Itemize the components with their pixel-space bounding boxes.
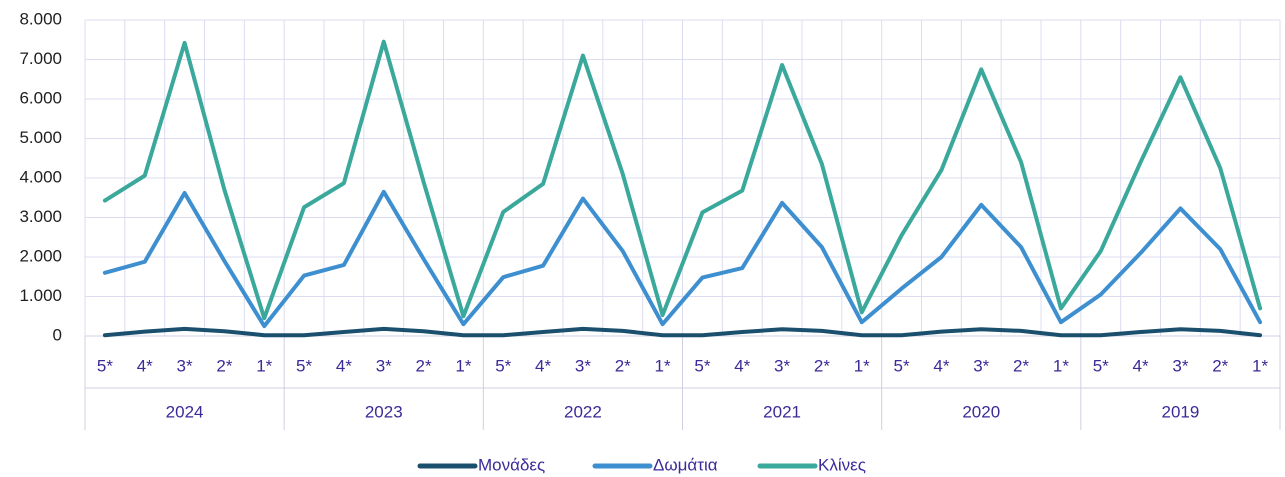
x-tick-label: 4*	[137, 356, 153, 375]
x-group-label: 2019	[1162, 402, 1200, 421]
x-tick-label: 5*	[495, 356, 511, 375]
x-group-label: 2021	[763, 402, 801, 421]
x-tick-label: 1*	[1053, 356, 1069, 375]
x-tick-label: 1*	[1252, 356, 1268, 375]
x-tick-label: 5*	[97, 356, 113, 375]
x-tick-label: 3*	[376, 356, 392, 375]
x-group-label: 2020	[962, 402, 1000, 421]
x-tick-label: 3*	[177, 356, 193, 375]
x-tick-label: 3*	[575, 356, 591, 375]
x-tick-label: 5*	[694, 356, 710, 375]
x-tick-label: 5*	[894, 356, 910, 375]
x-tick-label: 3*	[1172, 356, 1188, 375]
series-line	[102, 326, 1263, 338]
x-tick-label: 4*	[535, 356, 551, 375]
x-group-label: 2022	[564, 402, 602, 421]
legend-label: Μονάδες	[478, 455, 545, 474]
x-tick-label: 2*	[1013, 356, 1029, 375]
x-tick-label: 2*	[416, 356, 432, 375]
x-tick-label: 2*	[1212, 356, 1228, 375]
x-group-label: 2023	[365, 402, 403, 421]
x-tick-label: 1*	[455, 356, 471, 375]
x-tick-label: 2*	[814, 356, 830, 375]
x-tick-label: 1*	[655, 356, 671, 375]
y-tick-label: 3.000	[19, 207, 62, 226]
y-tick-label: 8.000	[19, 9, 62, 28]
legend-label: Δωμάτια	[653, 455, 718, 474]
x-tick-label: 4*	[1133, 356, 1149, 375]
x-tick-label: 5*	[1093, 356, 1109, 375]
x-group-label: 2024	[166, 402, 204, 421]
y-tick-label: 5.000	[19, 128, 62, 147]
y-tick-label: 0	[53, 325, 62, 344]
x-tick-label: 4*	[933, 356, 949, 375]
y-tick-label: 6.000	[19, 88, 62, 107]
x-tick-label: 3*	[973, 356, 989, 375]
legend-label: Κλίνες	[818, 455, 866, 474]
x-tick-label: 2*	[615, 356, 631, 375]
x-tick-label: 4*	[734, 356, 750, 375]
x-tick-label: 5*	[296, 356, 312, 375]
series-line	[102, 189, 1263, 329]
series-line	[102, 39, 1263, 321]
x-tick-label: 4*	[336, 356, 352, 375]
y-tick-label: 1.000	[19, 286, 62, 305]
x-tick-label: 1*	[256, 356, 272, 375]
y-tick-label: 7.000	[19, 49, 62, 68]
y-tick-label: 2.000	[19, 246, 62, 265]
x-tick-label: 2*	[216, 356, 232, 375]
x-tick-label: 1*	[854, 356, 870, 375]
x-tick-label: 3*	[774, 356, 790, 375]
y-tick-label: 4.000	[19, 167, 62, 186]
